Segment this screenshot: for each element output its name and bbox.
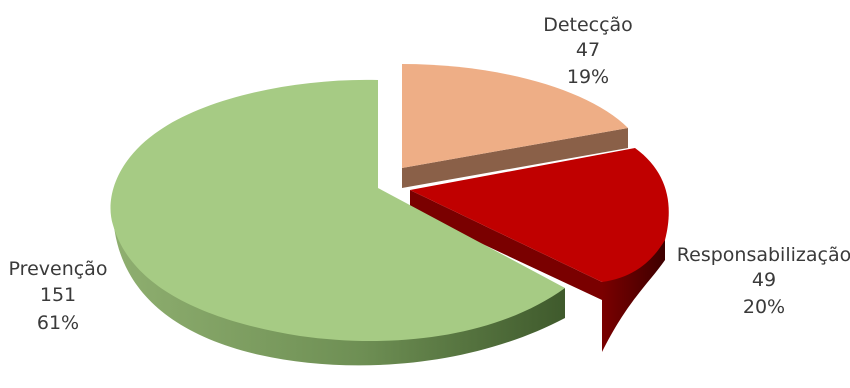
label-responsibilization-name: Responsabilização <box>677 244 850 266</box>
label-detection: Detecção 47 19% <box>543 14 633 88</box>
label-responsibilization: Responsabilização 49 20% <box>677 244 850 318</box>
label-detection-name: Detecção <box>543 14 633 36</box>
slice-side-prevention <box>112 200 566 366</box>
label-responsibilization-percent: 20% <box>743 296 785 318</box>
label-responsibilization-value: 49 <box>752 269 776 291</box>
label-prevention-value: 151 <box>40 284 76 306</box>
label-detection-percent: 19% <box>567 66 609 88</box>
slice-detection <box>402 64 628 168</box>
label-prevention-percent: 61% <box>37 312 79 334</box>
label-detection-value: 47 <box>576 39 600 61</box>
slice-responsibilization <box>410 148 669 282</box>
slice-prevention <box>110 79 566 342</box>
slice-side-responsibilization <box>602 240 665 352</box>
label-prevention-name: Prevenção <box>9 258 108 280</box>
label-prevention: Prevenção 151 61% <box>9 258 108 334</box>
slice-side-detection <box>402 64 628 188</box>
slice-side-responsibilization-cut <box>410 190 602 300</box>
